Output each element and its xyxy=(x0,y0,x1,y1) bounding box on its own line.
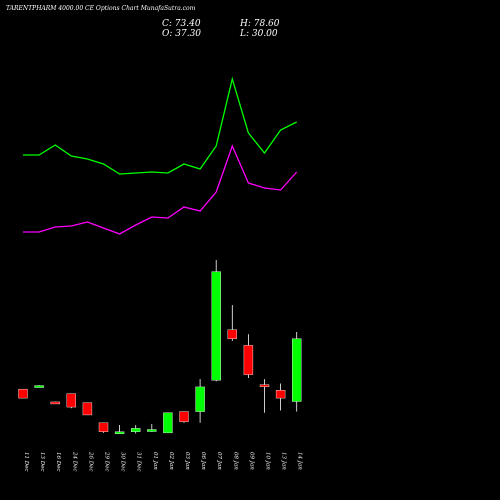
candle-14-jan xyxy=(292,331,302,412)
candle-16-dec xyxy=(50,401,60,405)
candle-body xyxy=(292,338,302,402)
candle-body xyxy=(34,385,44,388)
x-tick-label: 07 Jan xyxy=(216,452,222,470)
high-value: H: 78.60 xyxy=(240,19,280,29)
candle-body xyxy=(163,412,173,434)
candle-body xyxy=(195,386,205,412)
open-value: O: 37.30 xyxy=(162,29,202,39)
candle-29-dec xyxy=(98,422,109,433)
candle-body xyxy=(179,411,189,422)
x-tick-label: 10 Jan xyxy=(265,452,271,470)
chart-title: TARENTPHARM 4000.00 CE Options Chart Mun… xyxy=(6,5,196,12)
x-tick-label: 30 Dec xyxy=(120,452,126,472)
candle-body xyxy=(275,390,286,399)
x-tick-label: 03 Jan xyxy=(184,452,190,470)
x-tick-label: 01 Jan xyxy=(152,452,158,470)
candle-body xyxy=(50,401,60,405)
candle-01-jan xyxy=(147,423,157,432)
candle-body xyxy=(98,422,109,432)
candle-07-jan xyxy=(211,260,221,382)
candle-body xyxy=(211,271,221,381)
x-axis-labels: 11 Dec 13 Dec 16 Dec 24 Dec 26 Dec 29 Dec 30 D… xyxy=(23,451,303,472)
candle-02-jan xyxy=(163,412,173,434)
x-tick-label: 13 Dec xyxy=(39,452,45,472)
candle-body xyxy=(18,388,28,399)
candle-13-dec xyxy=(34,385,44,388)
candle-body xyxy=(114,431,125,434)
x-tick-label: 08 Jan xyxy=(232,452,238,470)
x-tick-label: 11 Dec xyxy=(23,452,29,472)
candle-13-jan xyxy=(275,383,286,411)
low-value: L: 30.00 xyxy=(240,29,278,39)
candle-body xyxy=(82,402,93,416)
x-tick-label: 24 Dec xyxy=(71,451,77,472)
x-tick-label: 31 Dec xyxy=(136,452,142,472)
candle-30-dec xyxy=(114,425,125,434)
candle-11-dec xyxy=(18,388,28,399)
indicator-line-2 xyxy=(23,144,298,235)
x-tick-label: 29 Dec xyxy=(104,451,110,472)
x-tick-label: 26 Dec xyxy=(87,451,93,472)
indicator-lines xyxy=(23,76,298,235)
x-tick-label: 16 Dec xyxy=(55,452,61,472)
x-tick-label: 14 Jan xyxy=(297,452,303,470)
candle-10-jan xyxy=(259,379,270,413)
candle-body xyxy=(130,428,141,432)
indicator-line-1 xyxy=(23,76,297,175)
candle-body xyxy=(259,384,270,387)
candle-body xyxy=(227,329,238,339)
candle-06-jan xyxy=(195,379,205,423)
candle-26-dec xyxy=(82,402,93,416)
candle-31-dec xyxy=(130,425,141,434)
x-tick-label: 09 Jan xyxy=(248,452,254,470)
x-tick-label: 02 Jan xyxy=(168,452,174,470)
candle-body xyxy=(147,429,157,432)
x-tick-label: 06 Jan xyxy=(200,452,206,470)
close-value: C: 73.40 xyxy=(162,19,201,29)
candle-08-jan xyxy=(227,305,238,341)
candle-09-jan xyxy=(243,334,254,378)
candle-body xyxy=(66,393,77,408)
candles xyxy=(18,260,302,434)
candle-24-dec xyxy=(66,393,77,409)
candle-03-jan xyxy=(179,411,189,423)
x-tick-label: 13 Jan xyxy=(281,452,287,470)
candle-body xyxy=(243,345,254,375)
